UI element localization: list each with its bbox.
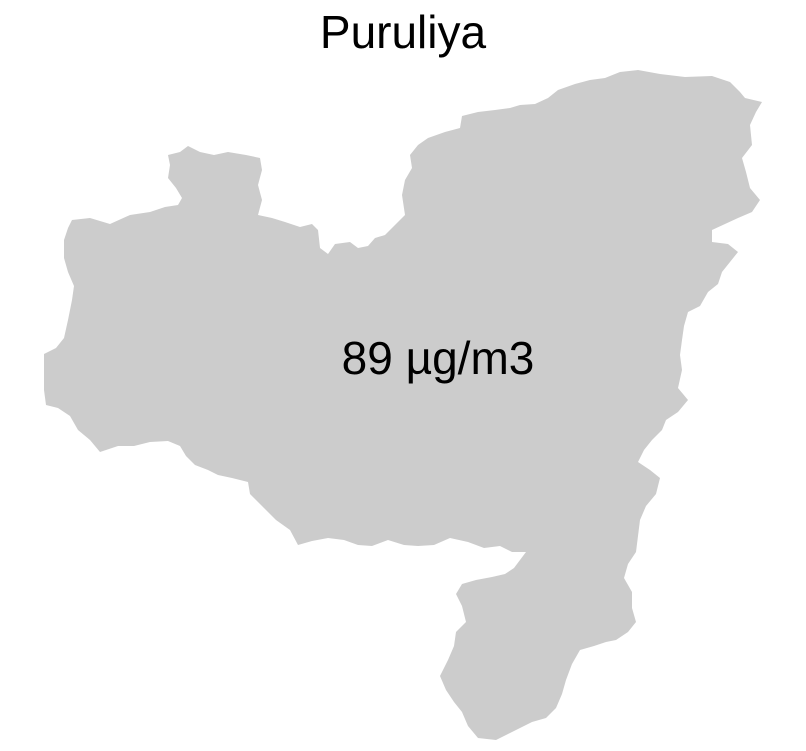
map-title: Puruliya [319, 6, 487, 58]
region-value-label: 89 µg/m3 [342, 332, 535, 384]
district-shape-puruliya [44, 70, 762, 740]
